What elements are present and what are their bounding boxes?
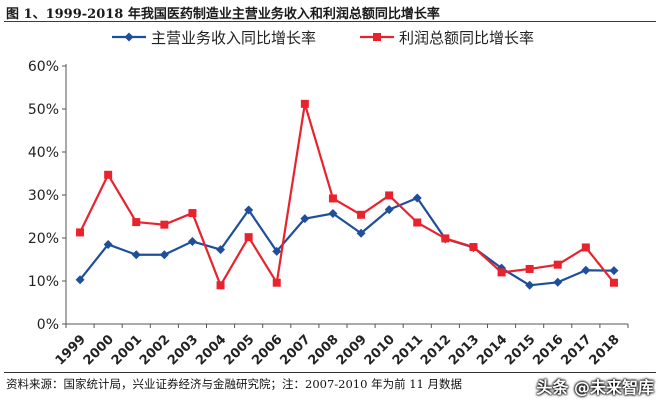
series-2-point <box>385 191 394 200</box>
x-tick-label: 2006 <box>249 332 285 368</box>
series-1-point <box>216 245 226 255</box>
series-1-point <box>525 280 535 290</box>
x-tick-label: 2010 <box>362 332 398 368</box>
series-2-point <box>272 278 281 287</box>
x-tick-label: 2008 <box>306 332 342 368</box>
x-tick-label: 2005 <box>221 332 257 368</box>
x-tick-label: 2012 <box>418 332 454 368</box>
x-tick-label: 2003 <box>165 332 201 368</box>
series-2-point <box>300 99 309 108</box>
series-1-point <box>75 275 85 285</box>
legend-marker-2 <box>373 33 381 41</box>
watermark: 头条 @未来智库 <box>536 378 654 397</box>
series-2-point <box>160 220 169 229</box>
x-tick-label: 2000 <box>81 332 117 368</box>
y-tick-label: 10% <box>28 274 59 290</box>
x-tick-label: 1999 <box>53 332 89 368</box>
series-1-point <box>553 277 563 287</box>
series-1-point <box>103 239 113 249</box>
series-2-point <box>132 218 141 227</box>
series-1-point <box>356 228 366 238</box>
y-tick-label: 60% <box>28 59 59 75</box>
series-2-point <box>581 243 590 252</box>
series-2-point <box>553 260 562 269</box>
x-tick-label: 2013 <box>446 332 482 368</box>
series-1-point <box>131 250 141 260</box>
series-1-point <box>300 214 310 224</box>
series-1-point <box>272 246 282 256</box>
source-note: 资料来源：国家统计局，兴业证券经济与金融研究院；注：2007-2010 年为前 … <box>6 377 463 391</box>
x-tick-label: 2017 <box>558 332 594 368</box>
x-tick-label: 2004 <box>193 332 229 368</box>
y-tick-label: 40% <box>28 145 59 161</box>
series-2-point <box>525 264 534 273</box>
series-2-point <box>413 218 422 227</box>
line-chart: 0% 10% 20% 30% 40% 50% 60% 19992000200120022003… <box>28 29 629 368</box>
y-tick-label: 30% <box>28 188 59 204</box>
title-divider <box>4 21 656 22</box>
series-1-point <box>609 266 619 276</box>
series-1-point <box>328 208 338 218</box>
series-2-point <box>469 243 478 252</box>
series-2-point <box>216 281 225 290</box>
chart-title: 图 1、1999-2018 年我国医药制造业主营业务收入和利润总额同比增长率 <box>6 7 440 22</box>
x-tick-label: 2009 <box>334 332 370 368</box>
series-2-point <box>441 234 450 243</box>
series-2-point <box>244 233 253 242</box>
series-1-point <box>384 205 394 215</box>
series-1-point <box>581 265 591 275</box>
legend-label-2: 利润总额同比增长率 <box>399 29 534 47</box>
y-tick-label: 20% <box>28 231 59 247</box>
x-tick-label: 2007 <box>277 332 313 368</box>
x-tick-label: 2014 <box>474 332 510 368</box>
x-tick-label: 2015 <box>502 332 538 368</box>
series-2-point <box>104 170 113 179</box>
series-2-point <box>328 194 337 203</box>
y-tick-label: 0% <box>37 317 59 333</box>
series-line-1 <box>79 196 614 287</box>
series-2-point <box>357 210 366 219</box>
series-2-point <box>497 268 506 277</box>
x-tick-label: 2001 <box>109 332 145 368</box>
x-tick-label: 2011 <box>390 332 426 368</box>
legend-marker-1 <box>124 32 134 42</box>
series-1-point <box>244 205 254 215</box>
series-1-point <box>412 193 422 203</box>
series-2-point <box>609 278 618 287</box>
series-1-point <box>187 236 197 246</box>
y-tick-label: 50% <box>28 102 59 118</box>
x-tick-label: 2002 <box>137 332 173 368</box>
x-tick-label: 2018 <box>587 332 623 368</box>
series-2-point <box>188 209 197 218</box>
legend-label-1: 主营业务收入同比增长率 <box>151 29 316 47</box>
series-line-2 <box>79 102 615 287</box>
x-tick-label: 2016 <box>530 332 566 368</box>
series-1-point <box>159 250 169 260</box>
source-divider <box>4 372 656 373</box>
series-2-point <box>76 228 85 237</box>
